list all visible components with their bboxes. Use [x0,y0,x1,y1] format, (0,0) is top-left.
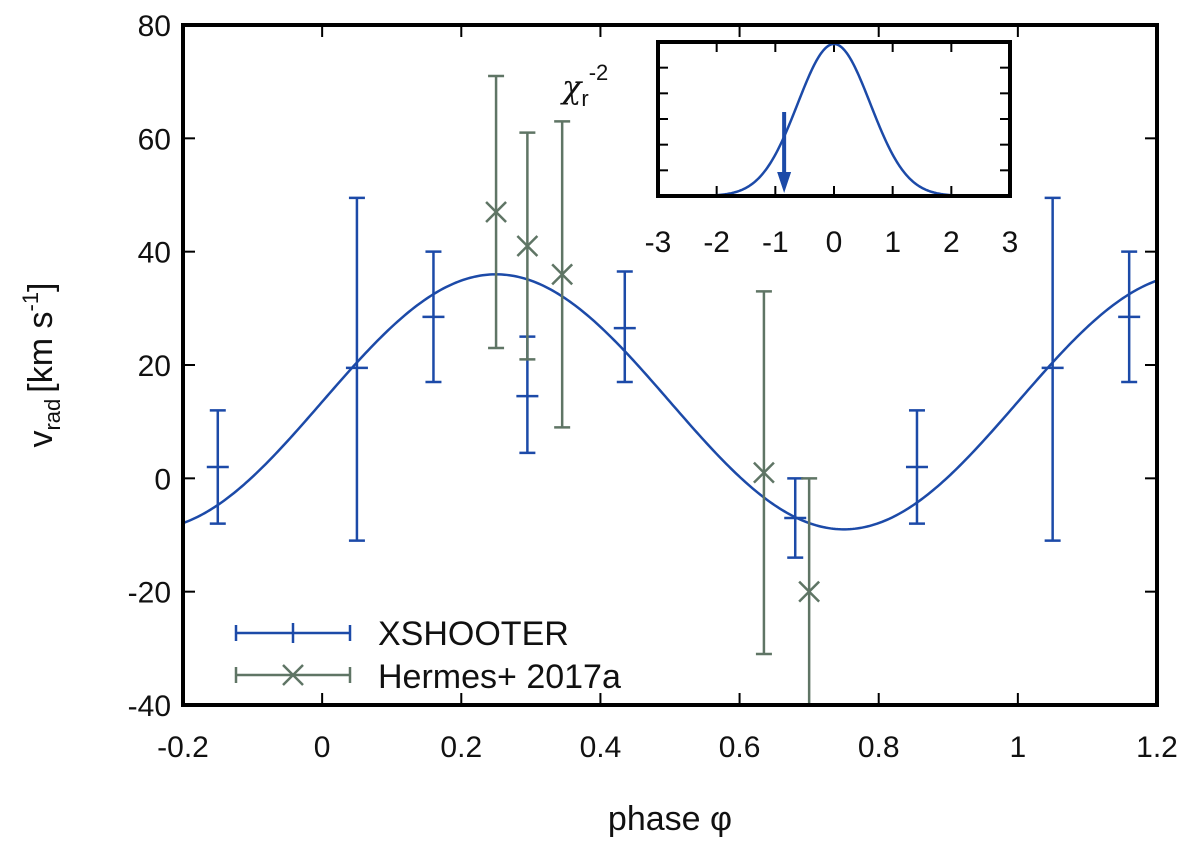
inset-y-symbol: χ [560,68,583,106]
x-tick-label: 0 [314,731,331,764]
legend-item-xshooter: XSHOOTER [234,615,569,653]
y-tick-label: 40 [138,237,171,270]
legend-label-xshooter: XSHOOTER [378,615,569,653]
fit-curve [182,273,1158,531]
cross-marker [485,201,507,223]
y-tick-label: -40 [128,690,171,723]
cross-marker [551,263,574,286]
y-tick-label: -20 [128,577,171,610]
legend-symbol-xshooter [234,623,352,643]
x-axis-title: phase φ [608,800,732,838]
y-tick-label: 60 [138,123,171,156]
legend: XSHOOTER Hermes+ 2017a [234,615,621,696]
inset-x-tick-label: -2 [703,226,730,259]
xshooter-point [1041,196,1064,542]
fit-curve-layer [182,273,1158,531]
plot-frame [181,23,1159,707]
xshooter-point [613,270,636,384]
y-tick-label: 80 [138,10,171,43]
inset-marker-arrow [777,112,792,193]
y-tick-label: 20 [138,350,171,383]
xshooter-point [345,196,368,542]
inset-x-tick-label: 0 [826,226,843,259]
y-axis-unit: [km s [22,312,60,393]
legend-symbol-hermes [234,664,352,686]
inset-y-superscript: -2 [589,60,609,85]
xshooter-point [905,409,928,525]
y-tick-label: 0 [154,463,171,496]
inset-x-tick-label: 2 [943,226,960,259]
data-points-layer [206,74,1141,707]
cross-marker [516,235,539,257]
inset-x-tick-label: -1 [762,226,789,259]
cross-marker [753,461,775,484]
cross-marker [798,580,821,603]
hermes-point [798,477,821,707]
y-axis-symbol: v [22,431,60,448]
inset-background [658,42,1010,196]
x-tick-label: 0.4 [580,731,622,764]
x-tick-label: 1 [1010,731,1027,764]
arrow-head [777,172,792,193]
inset-frame [656,40,1012,198]
xshooter-point [1118,250,1141,384]
xshooter-point [422,250,445,384]
hermes-point [485,74,507,350]
x-tick-label: -0.2 [157,731,209,764]
inset-x-tick-label: 1 [884,226,901,259]
x-tick-label: 0.2 [440,731,482,764]
inset-x-tick-label: -3 [645,226,672,259]
inset-x-tick-label: 3 [1002,226,1019,259]
y-axis-unit-close: ] [22,282,60,291]
legend-label-hermes: Hermes+ 2017a [378,658,621,696]
hermes-point [516,131,539,361]
y-axis-unit-exponent: -1 [18,292,43,312]
hermes-point [753,290,775,656]
legend-marker [282,664,304,686]
inset-y-subscript: r [581,86,588,111]
legend-item-hermes: Hermes+ 2017a [234,658,621,696]
xshooter-point [784,477,807,559]
inset-y-label: χr-2 [560,60,608,111]
x-tick-label: 0.8 [858,731,900,764]
inset-tick-labels: -3 -2 -1 0 1 2 3 [645,226,1019,259]
x-tick-label: 1.2 [1136,731,1178,764]
xshooter-point [206,409,229,525]
x-tick-label: 0.6 [719,731,761,764]
hermes-point [551,120,574,429]
y-axis-subscript: rad [40,399,65,431]
y-axis-title: vrad [km s-1] [18,282,65,447]
inset-plot: -3 -2 -1 0 1 2 3 χr-2 [560,40,1019,259]
